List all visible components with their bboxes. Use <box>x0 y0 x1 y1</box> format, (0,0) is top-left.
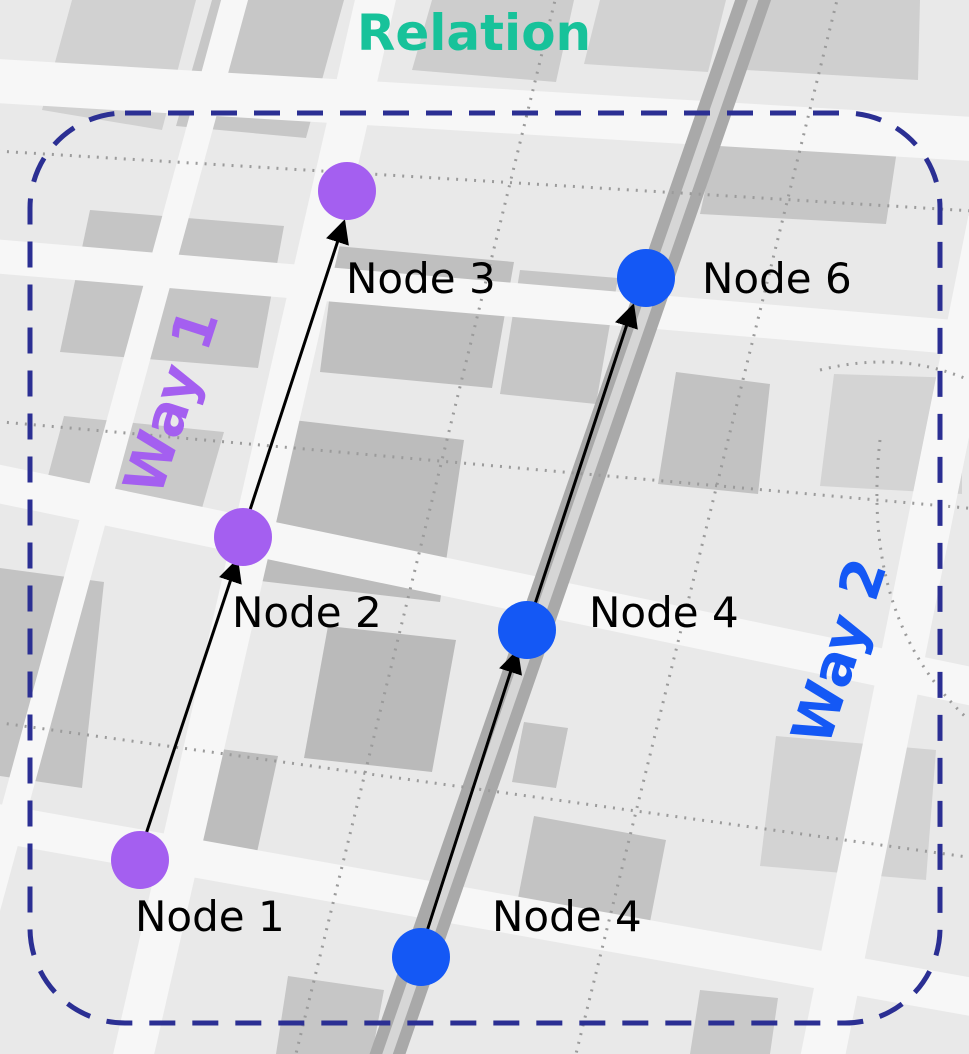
node-4-lower-marker <box>392 928 450 986</box>
way-2-edges <box>425 303 638 932</box>
node-labels: Node 3 Node 2 Node 1 Node 6 Node 4 Node … <box>135 254 852 941</box>
way-1-edges <box>144 219 349 835</box>
node-4-upper-label: Node 4 <box>589 588 739 637</box>
node-2-marker <box>214 508 272 566</box>
relation-boundary <box>27 110 943 1026</box>
node-2-label: Node 2 <box>232 588 382 637</box>
way-2-nodes <box>392 249 675 986</box>
edge-node-2-to-node-3 <box>247 219 349 514</box>
node-3-label: Node 3 <box>346 254 496 303</box>
node-1-label: Node 1 <box>135 892 285 941</box>
node-4-lower-label: Node 4 <box>492 892 642 941</box>
edge-node-4-to-node-4 <box>425 649 522 932</box>
node-6-label: Node 6 <box>702 254 852 303</box>
relation-title: Relation <box>357 4 591 62</box>
way-1-nodes <box>111 162 376 889</box>
node-3-marker <box>318 162 376 220</box>
edge-node-1-to-node-2 <box>144 558 242 835</box>
main-road <box>369 0 772 1054</box>
node-1-marker <box>111 831 169 889</box>
way-2-label: Way 2 <box>779 551 900 753</box>
edge-node-4-to-node-6 <box>533 303 638 605</box>
way-1-label: Way 1 <box>111 301 232 503</box>
node-4-upper-marker <box>498 601 556 659</box>
node-6-marker <box>617 249 675 307</box>
